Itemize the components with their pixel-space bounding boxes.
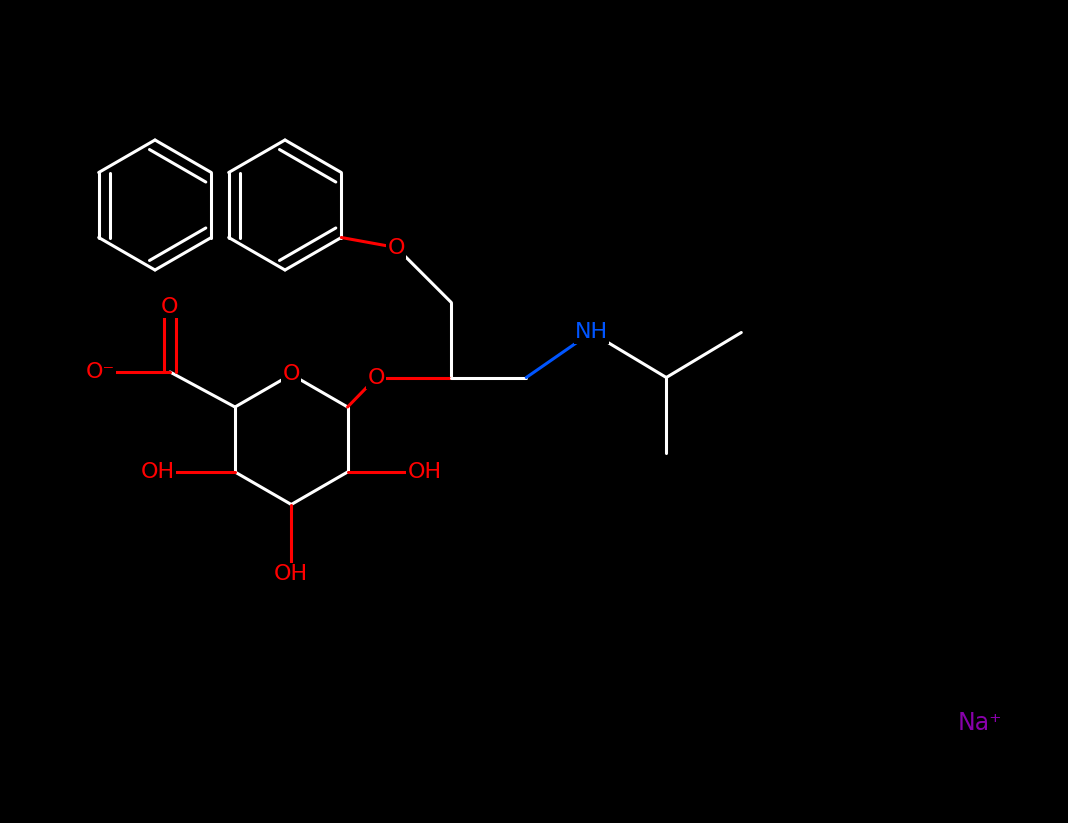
Text: OH: OH	[141, 462, 175, 482]
Text: O: O	[388, 238, 405, 258]
Text: OH: OH	[274, 565, 309, 584]
Text: O⁻: O⁻	[85, 362, 115, 382]
Text: OH: OH	[408, 462, 442, 482]
Text: O: O	[283, 365, 300, 384]
Text: NH: NH	[575, 323, 608, 342]
Text: O: O	[367, 368, 386, 388]
Text: O: O	[161, 297, 178, 317]
Text: Na⁺: Na⁺	[958, 711, 1002, 735]
